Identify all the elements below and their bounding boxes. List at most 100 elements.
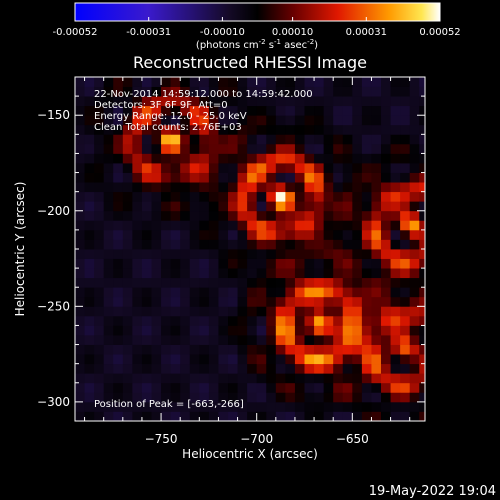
heatmap-cell bbox=[189, 354, 200, 365]
heatmap-cell bbox=[352, 373, 363, 384]
heatmap-cell bbox=[170, 239, 181, 250]
heatmap-cell bbox=[361, 86, 372, 97]
heatmap-cell bbox=[400, 105, 411, 116]
heatmap-cell bbox=[371, 105, 382, 116]
heatmap-cell bbox=[342, 182, 353, 193]
heatmap-cell bbox=[409, 363, 420, 374]
heatmap-cell bbox=[333, 96, 344, 107]
heatmap-cell bbox=[304, 277, 315, 288]
heatmap-cell bbox=[122, 325, 133, 336]
heatmap-cell bbox=[180, 411, 191, 421]
heatmap-cell bbox=[199, 191, 210, 202]
heatmap-cell bbox=[304, 382, 315, 393]
heatmap-cell bbox=[381, 258, 391, 269]
heatmap-cell bbox=[304, 354, 315, 365]
heatmap-cell bbox=[132, 143, 143, 154]
heatmap-cell bbox=[94, 172, 105, 183]
heatmap-cell bbox=[228, 277, 238, 288]
heatmap-cell bbox=[342, 210, 353, 221]
heatmap-cell bbox=[228, 105, 238, 116]
heatmap-cell bbox=[113, 306, 124, 317]
heatmap-cell bbox=[323, 335, 334, 345]
heatmap-cell bbox=[84, 210, 95, 221]
heatmap-cell bbox=[151, 306, 162, 317]
heatmap-cell bbox=[294, 105, 305, 116]
heatmap-cell bbox=[113, 287, 124, 298]
heatmap-cell bbox=[122, 153, 133, 164]
heatmap-cell bbox=[371, 277, 382, 288]
heatmap-cell bbox=[400, 96, 411, 107]
heatmap-cell bbox=[132, 315, 143, 326]
heatmap-cell bbox=[304, 105, 315, 116]
heatmap-cell bbox=[170, 382, 181, 393]
heatmap-cell bbox=[122, 96, 133, 107]
heatmap-cell bbox=[218, 382, 229, 393]
heatmap-cell bbox=[103, 191, 114, 202]
heatmap-cell bbox=[113, 163, 124, 173]
heatmap-cell bbox=[84, 325, 95, 336]
heatmap-cell bbox=[314, 287, 325, 298]
heatmap-cell bbox=[247, 201, 258, 212]
heatmap-cell bbox=[409, 124, 420, 135]
heatmap-cell bbox=[103, 258, 114, 269]
heatmap-cell bbox=[161, 96, 172, 107]
heatmap-cell bbox=[275, 105, 286, 116]
heatmap-cell bbox=[323, 411, 334, 421]
heatmap-cell bbox=[266, 392, 277, 403]
heatmap-cell bbox=[189, 382, 200, 393]
heatmap-cell bbox=[333, 191, 344, 202]
heatmap-cell bbox=[75, 105, 85, 116]
heatmap-cell bbox=[199, 77, 210, 87]
annotation-line: Clean Total counts: 2.76E+03 bbox=[94, 122, 242, 133]
heatmap-cell bbox=[122, 172, 133, 183]
heatmap-cell bbox=[294, 363, 305, 374]
heatmap-cell bbox=[84, 335, 95, 345]
heatmap-cell bbox=[218, 153, 229, 164]
heatmap-cell bbox=[400, 277, 411, 288]
heatmap-cell bbox=[256, 191, 267, 202]
heatmap-cell bbox=[304, 143, 315, 154]
heatmap-cell bbox=[256, 401, 267, 412]
heatmap-cell bbox=[180, 124, 191, 135]
heatmap-cell bbox=[151, 268, 162, 279]
heatmap-cell bbox=[419, 325, 425, 336]
heatmap-cell bbox=[314, 277, 325, 288]
heatmap-cell bbox=[314, 363, 325, 374]
heatmap-cell bbox=[294, 191, 305, 202]
heatmap-cell bbox=[170, 325, 181, 336]
heatmap-cell bbox=[352, 315, 363, 326]
heatmap-cell bbox=[208, 296, 219, 307]
heatmap-cell bbox=[161, 306, 172, 317]
heatmap-cell bbox=[228, 115, 238, 126]
heatmap-cell bbox=[103, 182, 114, 193]
heatmap-cell bbox=[208, 354, 219, 365]
heatmap-cell bbox=[122, 229, 133, 240]
heatmap-cell bbox=[228, 210, 238, 221]
heatmap-cell bbox=[151, 153, 162, 164]
heatmap-cell bbox=[94, 96, 105, 107]
heatmap-cell bbox=[208, 258, 219, 269]
heatmap-cell bbox=[151, 239, 162, 250]
heatmap-cell bbox=[381, 354, 391, 365]
heatmap-cell bbox=[103, 124, 114, 135]
heatmap-cell bbox=[170, 210, 181, 221]
heatmap-cell bbox=[294, 258, 305, 269]
y-tick-label: −150 bbox=[37, 108, 70, 122]
heatmap-cell bbox=[419, 411, 425, 421]
heatmap-cell bbox=[218, 411, 229, 421]
heatmap-cell bbox=[352, 124, 363, 135]
heatmap-cell bbox=[352, 143, 363, 154]
heatmap-cell bbox=[419, 344, 425, 355]
heatmap-cell bbox=[275, 411, 286, 421]
heatmap-cell bbox=[199, 411, 210, 421]
heatmap-cell bbox=[256, 105, 267, 116]
heatmap-cell bbox=[189, 153, 200, 164]
heatmap-cell bbox=[275, 172, 286, 183]
heatmap-cell bbox=[266, 315, 277, 326]
heatmap-cell bbox=[189, 268, 200, 279]
heatmap-cell bbox=[218, 134, 229, 145]
heatmap-cell bbox=[304, 287, 315, 298]
heatmap-cell bbox=[199, 96, 210, 107]
heatmap-cell bbox=[285, 182, 296, 193]
heatmap-cell bbox=[390, 115, 401, 126]
